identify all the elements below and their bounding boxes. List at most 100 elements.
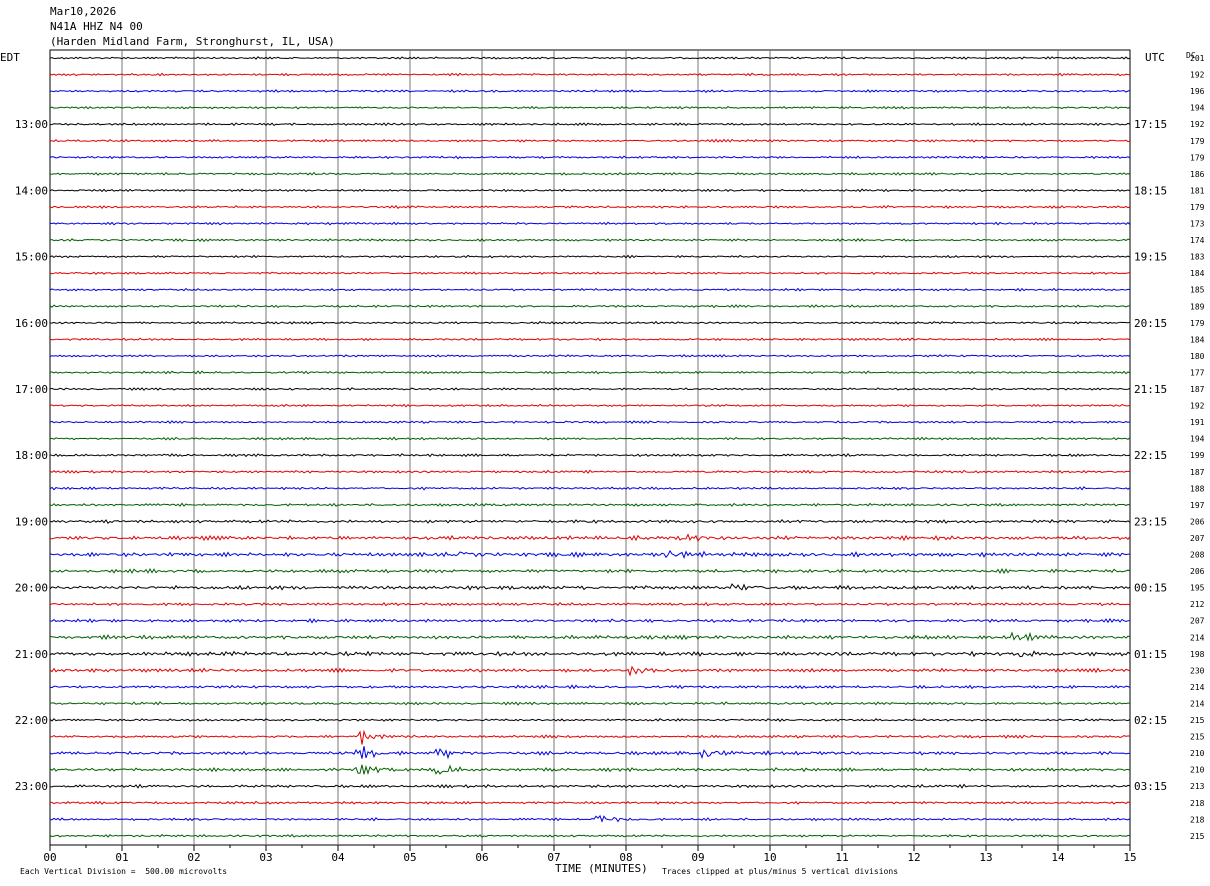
trace-row	[49, 304, 1131, 309]
dc-offset-value: 210	[1190, 766, 1205, 775]
scale-note: Each Vertical Division = 500.00 microvol…	[20, 867, 228, 876]
dc-offset-value: 213	[1190, 782, 1205, 791]
dc-offset-value: 181	[1190, 186, 1205, 195]
dc-offset-value: 174	[1190, 236, 1205, 245]
dc-offset-value: 218	[1190, 815, 1205, 824]
x-tick-label: 08	[619, 851, 632, 864]
trace-row	[49, 387, 1131, 391]
edt-hour-label: 22:00	[15, 714, 48, 727]
dc-offset-value: 189	[1190, 302, 1205, 311]
dc-offset-value: 179	[1190, 137, 1205, 146]
dc-offset-value: 183	[1190, 253, 1205, 262]
utc-hour-label: 17:15	[1134, 118, 1167, 131]
trace-row	[49, 549, 1130, 560]
edt-hour-label: 17:00	[15, 383, 48, 396]
trace-row	[49, 665, 1131, 677]
utc-hour-label: 02:15	[1134, 714, 1167, 727]
trace-row	[49, 452, 1131, 458]
trace-row	[50, 814, 1131, 823]
trace-row	[49, 204, 1131, 209]
dc-label: DC	[1186, 51, 1196, 60]
trace-row	[49, 718, 1131, 723]
dc-offset-value: 218	[1190, 799, 1205, 808]
dc-offset-value: 198	[1190, 650, 1205, 659]
edt-hour-label: 16:00	[15, 317, 48, 330]
dc-offset-value: 186	[1190, 170, 1205, 179]
x-tick-label: 10	[763, 851, 776, 864]
dc-offset-value: 192	[1190, 71, 1205, 80]
edt-hour-label: 19:00	[15, 515, 48, 528]
dc-offset-value: 214	[1190, 683, 1205, 692]
x-tick-label: 15	[1123, 851, 1136, 864]
dc-offset-value: 192	[1190, 120, 1205, 129]
trace-row	[49, 403, 1131, 408]
utc-hour-label: 01:15	[1134, 648, 1167, 661]
trace-row	[49, 519, 1131, 524]
trace-row	[49, 171, 1131, 176]
trace-row	[49, 155, 1131, 160]
dc-offset-value: 188	[1190, 484, 1205, 493]
x-tick-label: 07	[547, 851, 560, 864]
dc-offset-value: 207	[1190, 617, 1205, 626]
dc-offset-value: 208	[1190, 551, 1205, 560]
trace-row	[49, 188, 1131, 193]
dc-offset-value: 196	[1190, 87, 1205, 96]
x-tick-label: 03	[259, 851, 272, 864]
dc-offset-value: 215	[1190, 716, 1205, 725]
trace-row	[49, 287, 1131, 292]
dc-offset-value: 212	[1190, 600, 1205, 609]
x-tick-label: 00	[43, 851, 56, 864]
trace-row	[49, 420, 1131, 425]
trace-row	[49, 56, 1131, 60]
trace-row	[49, 436, 1131, 441]
dc-offset-value: 195	[1190, 584, 1205, 593]
dc-offset-value: 179	[1190, 319, 1205, 328]
trace-row	[49, 631, 1131, 642]
edt-hour-label: 14:00	[15, 184, 48, 197]
dc-offset-value: 230	[1190, 666, 1205, 675]
dc-offset-value: 191	[1190, 418, 1205, 427]
edt-hour-label: 21:00	[15, 648, 48, 661]
x-tick-label: 02	[187, 851, 200, 864]
trace-row	[49, 353, 1131, 358]
dc-offset-value: 215	[1190, 832, 1205, 841]
trace-row	[49, 502, 1131, 507]
trace-row	[49, 486, 1131, 491]
trace-row	[49, 764, 1131, 775]
dc-offset-value: 179	[1190, 153, 1205, 162]
utc-hour-label: 21:15	[1134, 383, 1167, 396]
trace-row	[49, 89, 1131, 93]
edt-hour-label: 15:00	[15, 251, 48, 264]
dc-offset-value: 184	[1190, 335, 1205, 344]
utc-hour-label: 20:15	[1134, 317, 1167, 330]
dc-offset-value: 215	[1190, 733, 1205, 742]
clip-note: Traces clipped at plus/minus 5 vertical …	[662, 867, 899, 876]
x-tick-label: 01	[115, 851, 128, 864]
trace-row	[49, 238, 1131, 243]
dc-offset-value: 206	[1190, 517, 1205, 526]
dc-offset-value: 194	[1190, 435, 1205, 444]
x-tick-label: 13	[979, 851, 992, 864]
trace-row	[49, 533, 1131, 543]
trace-row	[49, 138, 1131, 143]
edt-hour-label: 20:00	[15, 582, 48, 595]
dc-offset-value: 214	[1190, 633, 1205, 642]
trace-row	[49, 783, 1131, 789]
utc-hour-label: 18:15	[1134, 184, 1167, 197]
dc-offset-value: 187	[1190, 468, 1205, 477]
trace-row	[49, 729, 1131, 745]
utc-hour-label: 22:15	[1134, 449, 1167, 462]
trace-row	[49, 583, 1131, 591]
dc-offset-value: 179	[1190, 203, 1205, 212]
trace-row	[49, 701, 1131, 706]
x-tick-label: 05	[403, 851, 416, 864]
dc-offset-value: 192	[1190, 402, 1205, 411]
trace-row	[49, 105, 1131, 110]
edt-hour-label: 13:00	[15, 118, 48, 131]
station-location: (Harden Midland Farm, Stronghurst, IL, U…	[50, 35, 335, 48]
chart-date: Mar10,2026	[50, 5, 117, 18]
trace-row	[49, 320, 1131, 325]
dc-offset-value: 173	[1190, 220, 1205, 229]
dc-offset-value: 184	[1190, 269, 1205, 278]
